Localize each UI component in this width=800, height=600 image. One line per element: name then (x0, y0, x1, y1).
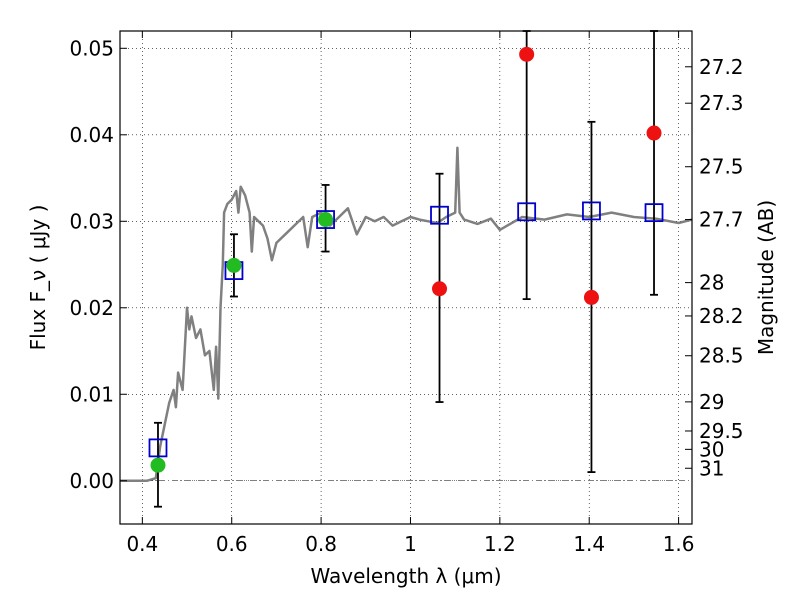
right-axis-label: Magnitude (AB) (754, 200, 778, 355)
x-tick-label: 0.6 (216, 532, 248, 556)
magnitude-tick-label: 27.2 (699, 55, 744, 79)
model-photometry-square (316, 210, 335, 229)
magnitude-tick-label: 31 (699, 456, 724, 480)
x-axis-ticks: 0.4 0.6 0.8 1 1.2 1.4 1.6 (126, 31, 695, 556)
detection-point (318, 212, 334, 228)
y-axis-ticks: 0.00 0.01 0.02 0.03 0.04 0.05 (69, 36, 127, 493)
x-tick-label: 0.4 (126, 532, 158, 556)
y-tick-label: 0.04 (69, 123, 114, 147)
model-photometry-square (430, 205, 449, 225)
grid (120, 31, 692, 524)
magnitude-tick-label: 28.2 (699, 304, 744, 328)
model-photometry-square (517, 202, 537, 222)
y-tick-label: 0.03 (69, 209, 114, 233)
magnitude-tick-label: 30 (699, 437, 724, 461)
non-detection-point (432, 281, 448, 297)
y-tick-label: 0.00 (69, 469, 114, 493)
magnitude-tick-label: 29.5 (699, 419, 744, 443)
axes-frame (119, 30, 693, 525)
non-detection-point (519, 46, 535, 62)
x-tick-label: 0.8 (305, 532, 337, 556)
x-axis-label: Wavelength λ (μm) (310, 564, 501, 588)
y-tick-label: 0.05 (69, 36, 114, 60)
model-photometry-square (644, 203, 664, 223)
detection-point (226, 257, 242, 273)
x-tick-label: 1.4 (573, 532, 605, 556)
y-tick-label: 0.02 (69, 296, 114, 320)
model-photometry-square (582, 201, 601, 221)
non-detection-point (646, 125, 662, 141)
model-photometry-square (148, 438, 168, 458)
model-spectrum-line (120, 146, 693, 483)
x-tick-label: 1.2 (484, 532, 516, 556)
y-tick-label: 0.01 (69, 382, 114, 406)
magnitude-tick-label: 27.7 (699, 208, 744, 232)
magnitude-tick-label: 27.5 (699, 155, 744, 179)
plot-area (120, 30, 693, 508)
magnitude-tick-label: 28 (699, 271, 724, 295)
y-axis-label: Flux F_ν ( μJy ) (26, 205, 50, 351)
magnitude-tick-label: 27.3 (699, 91, 744, 115)
magnitude-tick-label: 29 (699, 390, 724, 414)
magnitude-tick-label: 28.5 (699, 344, 744, 368)
non-detection-point (583, 289, 599, 305)
x-tick-label: 1 (404, 532, 417, 556)
x-tick-label: 1.6 (663, 532, 695, 556)
detection-point (150, 457, 166, 473)
